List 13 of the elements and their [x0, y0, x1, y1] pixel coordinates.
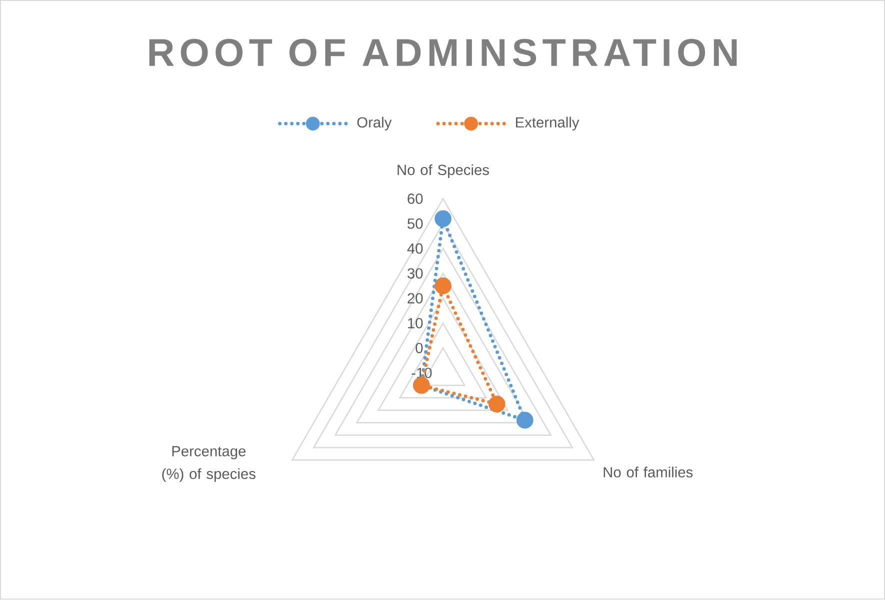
y-tick-label: 40	[407, 243, 423, 254]
chart-title: ROOT OF ADMINSTRATION	[149, 39, 737, 66]
y-tick-label: 60	[408, 194, 423, 204]
y-tick-label: 20	[408, 293, 423, 304]
y-tick-label: 10	[408, 318, 423, 329]
y-tick-label: 0	[416, 343, 423, 354]
legend-label: Oraly	[357, 116, 392, 131]
y-tick-label: 50	[408, 218, 423, 229]
legend-label: Externally	[516, 116, 580, 131]
spoke-label: Percentage (%) of species	[162, 446, 256, 482]
spoke-label: No of Species	[398, 164, 489, 178]
spoke-label: No of families	[604, 466, 693, 478]
y-tick-label: 30	[408, 268, 423, 279]
